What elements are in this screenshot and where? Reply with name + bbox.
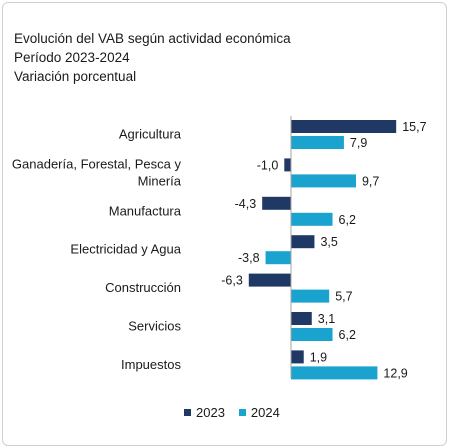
data-label-2024: 6,2: [339, 328, 356, 342]
data-label-2023: 3,5: [320, 235, 337, 249]
category-label: Agricultura: [119, 127, 182, 142]
bar-2023: [291, 350, 304, 364]
data-label-2023: -6,3: [221, 274, 243, 288]
chart-title: Evolución del VAB según actividad económ…: [14, 31, 291, 46]
data-label-2023: -4,3: [235, 197, 257, 211]
bar-2024: [265, 251, 291, 265]
category-label: Electricidad y Agua: [70, 242, 181, 257]
data-label-2023: -1,0: [257, 158, 279, 172]
bar-2024: [291, 212, 333, 226]
category-label: Construcción: [105, 280, 181, 295]
data-label-2023: 1,9: [310, 350, 327, 364]
category-label: Impuestos: [121, 357, 181, 372]
bar-2023: [248, 273, 291, 287]
chart-subtitle-period: Período 2023-2024: [14, 50, 130, 65]
bar-2023: [291, 235, 315, 249]
data-label-2024: 12,9: [383, 366, 407, 380]
data-label-2023: 15,7: [402, 120, 426, 134]
data-label-2024: 9,7: [362, 174, 379, 188]
bar-2024: [291, 328, 333, 341]
legend-label-2023: 2023: [196, 405, 225, 420]
chart-subtitle-unit: Variación porcentual: [14, 69, 137, 84]
legend-item-2024: 2024: [238, 405, 280, 420]
chart-title-block: Evolución del VAB según actividad económ…: [14, 29, 291, 86]
data-label-2024: -3,8: [238, 251, 260, 265]
legend-label-2024: 2024: [250, 405, 280, 420]
bar-2023: [284, 158, 291, 172]
category-label: Ganadería, Forestal, Pesca y Minería: [12, 156, 182, 188]
bar-2024: [291, 366, 378, 380]
data-label-2024: 6,2: [339, 213, 356, 227]
bar-2023: [262, 196, 291, 210]
bar-2024: [291, 174, 356, 188]
data-label-2024: 5,7: [335, 290, 352, 304]
category-label: Manufactura: [109, 203, 182, 218]
chart-legend: 2023 2024: [184, 405, 294, 420]
legend-item-2023: 2023: [184, 405, 225, 420]
data-label-2023: 3,1: [318, 312, 335, 326]
data-label-2024: 7,9: [350, 136, 367, 150]
bar-2024: [291, 289, 330, 303]
category-label: Servicios: [128, 319, 181, 334]
bar-2023: [291, 312, 312, 325]
legend-swatch-2024: [238, 409, 246, 416]
bar-2024: [291, 136, 344, 149]
legend-swatch-2023: [184, 409, 191, 416]
bar-2023: [291, 120, 397, 133]
